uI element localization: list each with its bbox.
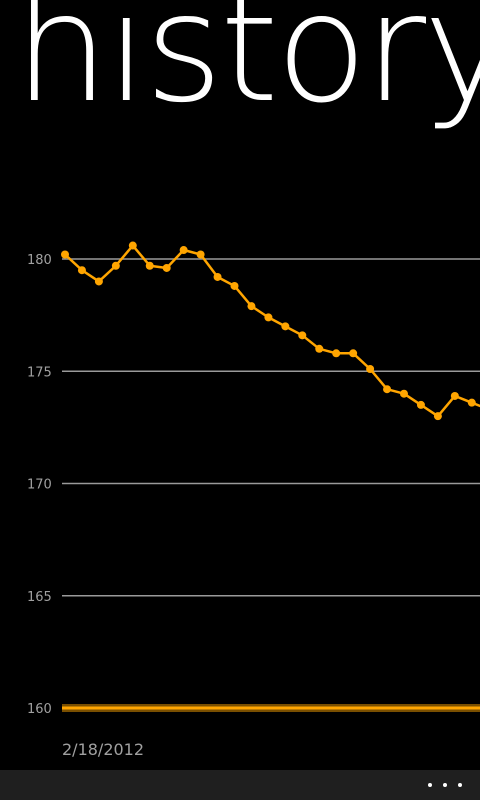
data-point[interactable] — [416, 400, 425, 409]
data-point[interactable] — [162, 263, 171, 272]
data-point[interactable] — [179, 246, 188, 255]
app-bar — [0, 770, 480, 800]
y-tick-label: 160 — [27, 702, 52, 717]
data-point[interactable] — [332, 349, 341, 358]
data-point[interactable] — [433, 412, 442, 421]
data-point[interactable] — [230, 281, 239, 290]
x-start-date-label: 2/18/2012 — [62, 740, 144, 759]
data-point[interactable] — [145, 261, 154, 270]
data-point[interactable] — [450, 391, 459, 400]
data-point[interactable] — [264, 313, 273, 322]
ellipsis-icon — [458, 783, 462, 787]
data-point[interactable] — [467, 398, 476, 407]
y-tick-label: 165 — [27, 590, 52, 605]
y-tick-label: 180 — [27, 253, 52, 268]
data-point[interactable] — [400, 389, 408, 398]
page-title: history — [14, 0, 480, 136]
data-point[interactable] — [247, 302, 256, 311]
data-point[interactable] — [128, 241, 137, 250]
more-options-button[interactable] — [428, 774, 462, 796]
ellipsis-icon — [443, 783, 447, 787]
series-line — [64, 244, 480, 418]
y-tick-label: 170 — [27, 478, 52, 493]
data-point[interactable] — [196, 250, 205, 259]
data-point[interactable] — [281, 322, 290, 331]
ellipsis-icon — [428, 783, 432, 787]
data-point[interactable] — [383, 385, 392, 394]
data-point[interactable] — [111, 261, 120, 270]
y-tick-label: 175 — [27, 365, 52, 380]
data-point[interactable] — [366, 365, 375, 374]
data-point[interactable] — [77, 266, 86, 275]
data-point[interactable] — [298, 331, 307, 340]
data-point[interactable] — [315, 344, 324, 353]
data-point[interactable] — [61, 250, 69, 259]
data-point[interactable] — [94, 277, 103, 286]
data-point[interactable] — [349, 349, 358, 358]
data-point[interactable] — [213, 272, 222, 281]
